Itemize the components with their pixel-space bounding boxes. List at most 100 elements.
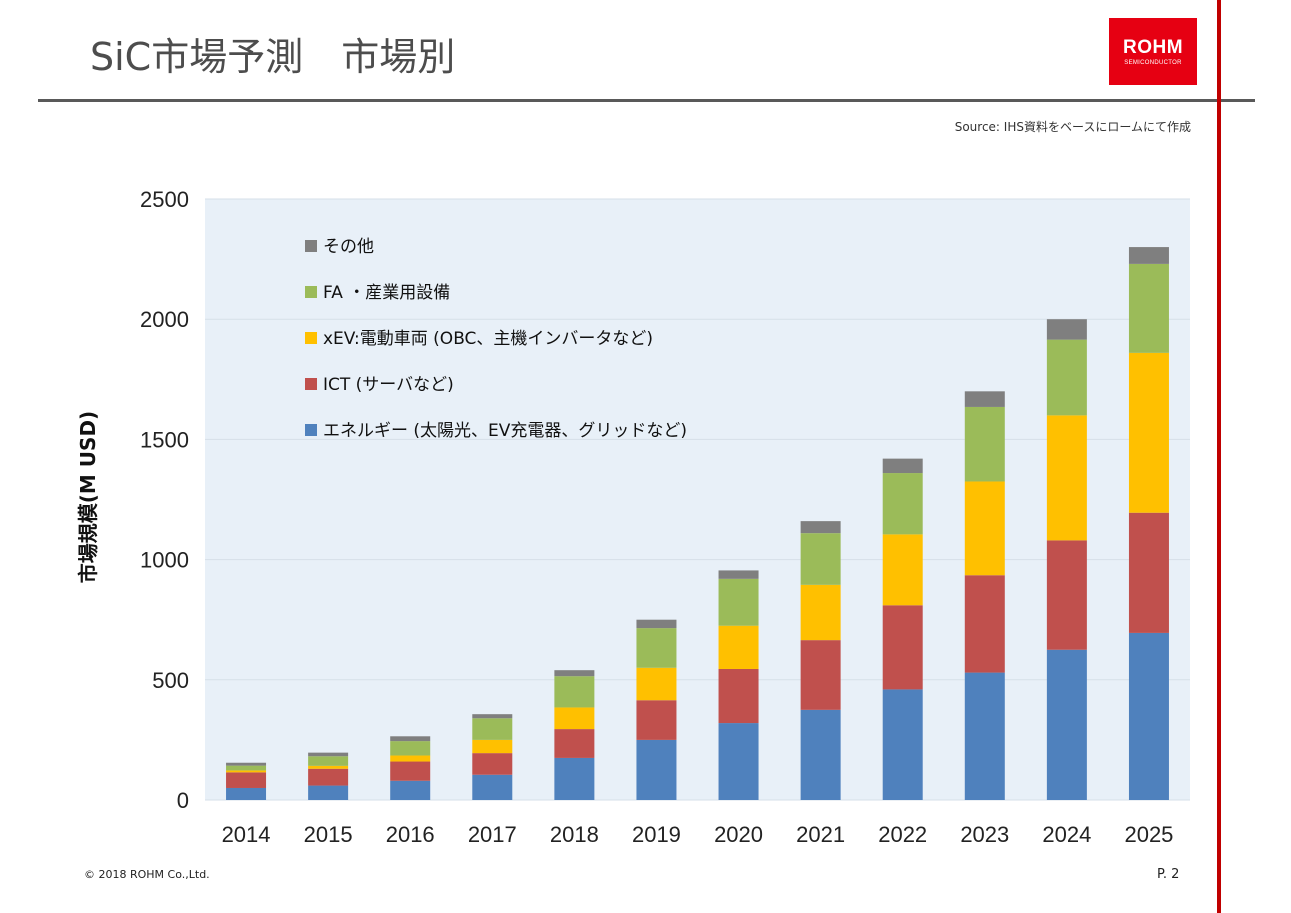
bar-segment-2016-s2 <box>390 755 431 762</box>
x-tick-label: 2015 <box>304 822 353 847</box>
x-tick-label: 2016 <box>386 822 435 847</box>
legend-label: エネルギー (太陽光、EV充電器、グリッドなど) <box>323 421 687 441</box>
x-tick-label: 2020 <box>714 822 763 847</box>
bar-segment-2023-s2 <box>964 481 1005 576</box>
bar-segment-2022-s3 <box>882 473 923 535</box>
bar-segment-2024-s1 <box>1046 540 1087 650</box>
legend-swatch <box>305 240 317 252</box>
source-note: Source: IHS資料をベースにロームにて作成 <box>954 120 1191 134</box>
legend-label: その他 <box>323 237 374 257</box>
bar-segment-2021-s2 <box>800 584 841 641</box>
bar-segment-2017-s1 <box>472 753 513 775</box>
bar-segment-2025-s2 <box>1128 352 1169 513</box>
y-tick-label: 1500 <box>140 427 189 452</box>
logo-main-text: ROHM <box>1122 37 1184 58</box>
bar-segment-2015-s0 <box>308 785 349 800</box>
bar-segment-2022-s1 <box>882 605 923 690</box>
bar-segment-2021-s1 <box>800 640 841 710</box>
x-tick-label: 2025 <box>1124 822 1173 847</box>
bar-segment-2024-s2 <box>1046 415 1087 541</box>
legend-label: FA ・産業用設備 <box>323 283 450 303</box>
bar-segment-2014-s1 <box>226 772 267 788</box>
bar-segment-2025-s4 <box>1128 247 1169 264</box>
bar-segment-2015-s1 <box>308 768 349 786</box>
bar-segment-2018-s3 <box>554 676 595 708</box>
bar-segment-2017-s4 <box>472 714 513 719</box>
x-tick-label: 2023 <box>960 822 1009 847</box>
bar-segment-2016-s3 <box>390 741 431 756</box>
bar-segment-2017-s3 <box>472 718 513 740</box>
legend-swatch <box>305 332 317 344</box>
bar-segment-2015-s4 <box>308 752 349 757</box>
plot-area <box>205 199 1190 800</box>
x-tick-label: 2014 <box>222 822 271 847</box>
bar-segment-2025-s0 <box>1128 632 1169 800</box>
bar-segment-2016-s0 <box>390 780 431 800</box>
bar-segment-2014-s2 <box>226 770 267 773</box>
bar-segment-2025-s3 <box>1128 263 1169 353</box>
bar-segment-2021-s0 <box>800 709 841 800</box>
bar-segment-2014-s0 <box>226 787 267 800</box>
bar-segment-2023-s0 <box>964 672 1005 800</box>
copyright: © 2018 ROHM Co.,Ltd. <box>84 868 210 881</box>
bar-segment-2020-s2 <box>718 625 759 669</box>
y-tick-label: 500 <box>152 668 189 693</box>
bar-segment-2025-s1 <box>1128 512 1169 633</box>
bar-segment-2023-s1 <box>964 575 1005 673</box>
bar-segment-2023-s3 <box>964 406 1005 482</box>
x-tick-label: 2024 <box>1042 822 1091 847</box>
y-tick-label: 0 <box>177 788 189 813</box>
bar-segment-2022-s4 <box>882 458 923 474</box>
title-divider <box>38 99 1255 102</box>
bar-segment-2024-s0 <box>1046 649 1087 800</box>
bar-segment-2015-s2 <box>308 765 349 769</box>
bar-segment-2018-s1 <box>554 729 595 758</box>
bar-segment-2022-s2 <box>882 534 923 606</box>
bar-segment-2019-s4 <box>636 619 677 629</box>
x-tick-label: 2017 <box>468 822 517 847</box>
bar-segment-2014-s4 <box>226 762 267 766</box>
bar-segment-2021-s4 <box>800 521 841 534</box>
x-tick-label: 2018 <box>550 822 599 847</box>
legend-label: xEV:電動車両 (OBC、主機インバータなど) <box>323 329 653 349</box>
bar-segment-2020-s4 <box>718 570 759 579</box>
legend-swatch <box>305 378 317 390</box>
y-tick-label: 2000 <box>140 307 189 332</box>
bar-segment-2020-s1 <box>718 668 759 724</box>
logo-sub-text: SEMICONDUCTOR <box>1124 60 1182 66</box>
bar-segment-2016-s1 <box>390 761 431 781</box>
y-axis-label: 市場規模(M USD) <box>76 411 100 583</box>
bar-segment-2020-s3 <box>718 578 759 626</box>
y-tick-label: 2500 <box>140 187 189 212</box>
rohm-logo: ROHM SEMICONDUCTOR <box>1109 18 1197 85</box>
x-tick-label: 2021 <box>796 822 845 847</box>
bar-segment-2014-s3 <box>226 765 267 771</box>
slide-title: SiC市場予測 市場別 <box>90 35 456 79</box>
bar-segment-2024-s4 <box>1046 319 1087 340</box>
page-number: P. 2 <box>1157 867 1180 882</box>
bar-segment-2022-s0 <box>882 689 923 800</box>
x-tick-label: 2019 <box>632 822 681 847</box>
legend-swatch <box>305 286 317 298</box>
right-accent-bar <box>1217 0 1221 913</box>
x-tick-label: 2022 <box>878 822 927 847</box>
legend-label: ICT (サーバなど) <box>323 375 454 395</box>
bar-segment-2019-s1 <box>636 700 677 740</box>
bar-segment-2017-s0 <box>472 774 513 800</box>
bar-segment-2023-s4 <box>964 391 1005 407</box>
bar-segment-2020-s0 <box>718 723 759 800</box>
bar-segment-2018-s4 <box>554 670 595 677</box>
y-tick-label: 1000 <box>140 548 189 573</box>
bar-segment-2018-s2 <box>554 707 595 730</box>
bar-segment-2016-s4 <box>390 736 431 742</box>
bar-segment-2019-s0 <box>636 739 677 800</box>
bar-segment-2019-s3 <box>636 628 677 668</box>
bar-segment-2021-s3 <box>800 533 841 585</box>
bar-segment-2018-s0 <box>554 757 595 800</box>
bar-segment-2019-s2 <box>636 667 677 701</box>
legend-swatch <box>305 424 317 436</box>
bar-segment-2024-s3 <box>1046 339 1087 416</box>
bar-segment-2015-s3 <box>308 756 349 766</box>
bar-segment-2017-s2 <box>472 739 513 754</box>
